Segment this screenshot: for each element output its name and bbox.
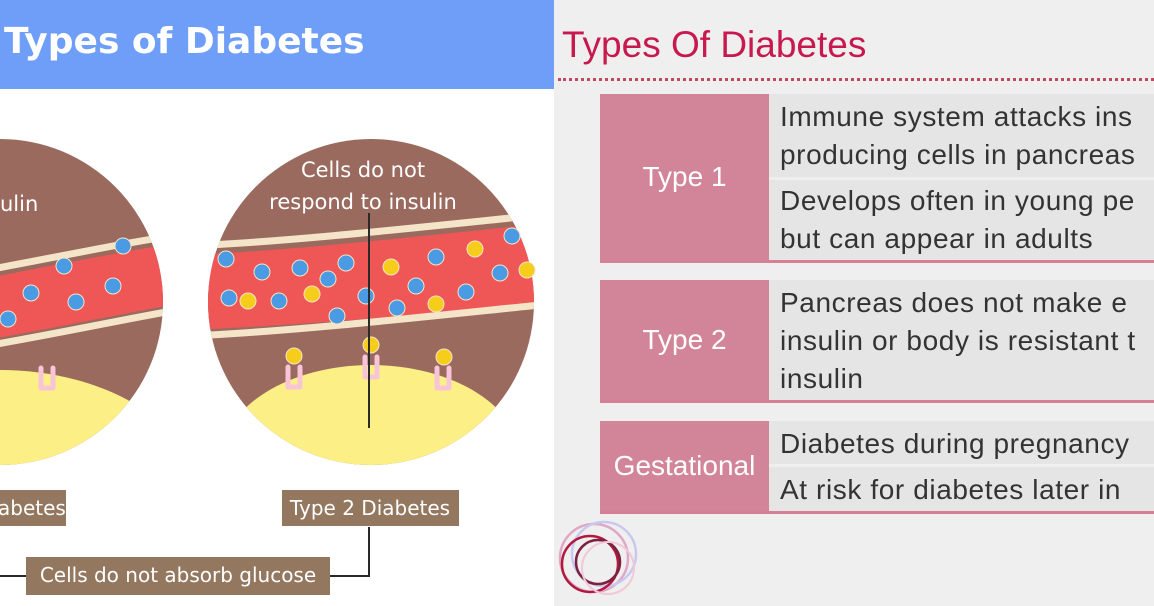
insulin-dots-type2 bbox=[217, 227, 521, 325]
diabetes-diagram: ulin bbox=[0, 139, 536, 595]
type-label: Type 1 bbox=[600, 94, 769, 260]
type-desc: At risk for diabetes later in bbox=[780, 471, 1154, 509]
type1-tag bbox=[0, 490, 66, 526]
type-desc: Diabetes during pregnancy bbox=[780, 425, 1154, 463]
type-row-type2: Type 2 Pancreas does not make e insulin … bbox=[600, 280, 1154, 403]
insulin-dots-type1 bbox=[0, 237, 132, 328]
slide-title: Types Of Diabetes bbox=[562, 24, 867, 65]
diagram-header: Types of Diabetes bbox=[0, 0, 554, 89]
slide-panel: Types Of Diabetes Type 1 Immune system a… bbox=[554, 0, 1154, 606]
type-label: Type 2 bbox=[600, 280, 769, 400]
desc-line: Develops often in young pe bbox=[780, 185, 1135, 216]
desc-separator bbox=[769, 464, 1154, 467]
desc-line: insulin bbox=[780, 363, 864, 394]
type-desc: Pancreas does not make e insulin or body… bbox=[780, 284, 1154, 398]
type-row-type1: Type 1 Immune system attacks ins produci… bbox=[600, 94, 1154, 263]
desc-separator bbox=[769, 177, 1154, 180]
type2-callout-line1: Cells do not bbox=[301, 158, 425, 182]
type2-tag-label: Type 2 Diabetes bbox=[289, 496, 450, 520]
type-desc: Develops often in young pe but can appea… bbox=[780, 182, 1154, 258]
type2-callout-line2: respond to insulin bbox=[269, 190, 457, 214]
desc-line: At risk for diabetes later in bbox=[780, 474, 1122, 505]
desc-line: but can appear in adults bbox=[780, 223, 1094, 254]
diagram-panel: Types of Diabetes bbox=[0, 0, 554, 606]
receptors-type2 bbox=[285, 354, 452, 391]
desc-line: Immune system attacks ins bbox=[780, 101, 1133, 132]
type2-tag bbox=[282, 490, 459, 526]
desc-line: insulin or body is resistant t bbox=[780, 325, 1136, 356]
desc-line: producing cells in pancreas bbox=[780, 139, 1136, 170]
type-desc: Immune system attacks ins producing cell… bbox=[780, 98, 1154, 174]
type1-tag-label-partial: abetes bbox=[0, 496, 66, 520]
diagram-title: Types of Diabetes bbox=[4, 21, 365, 62]
common-tag bbox=[26, 557, 330, 595]
type-label: Gestational bbox=[600, 421, 769, 511]
type2-circle bbox=[208, 139, 536, 465]
title-divider bbox=[558, 78, 1154, 81]
type-row-gestational: Gestational Diabetes during pregnancy At… bbox=[600, 421, 1154, 514]
receptor-type1 bbox=[38, 365, 56, 391]
common-tag-label: Cells do not absorb glucose bbox=[40, 563, 316, 587]
tag-connector bbox=[0, 527, 370, 577]
desc-line: Pancreas does not make e bbox=[780, 287, 1128, 318]
type1-callout-partial: ulin bbox=[0, 192, 38, 216]
glucose-dots-type2 bbox=[239, 240, 536, 366]
desc-line: Diabetes during pregnancy bbox=[780, 428, 1130, 459]
rings-logo-icon bbox=[558, 520, 638, 595]
